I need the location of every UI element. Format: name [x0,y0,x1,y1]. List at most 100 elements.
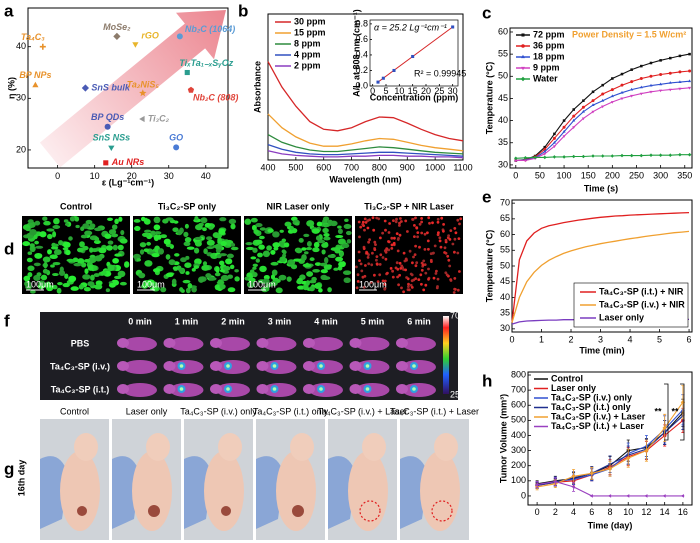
cell [387,248,391,252]
marker [104,123,111,130]
cell [427,277,430,281]
marker [644,494,648,498]
cell [139,249,145,255]
glove [40,456,68,529]
marker [669,56,672,60]
x-tick-label: 25 [434,86,444,96]
cell [198,276,205,283]
marker [552,155,557,159]
x-tick-label: 0 [535,507,540,517]
mouse-head [434,433,458,461]
legend-label: Ta₄C₃-SP (i.t.) + Laser [551,421,644,431]
y-tick-label: 20 [16,144,26,154]
cell [43,220,51,226]
y-tick-label: 50 [498,71,508,81]
cell [165,254,171,260]
cell [133,253,141,260]
cell [234,269,239,273]
cell [255,239,263,245]
x-tick-label: 500 [288,162,303,172]
point-label: BP QDs [91,112,124,122]
cell [34,252,43,259]
hot-spot-core [226,364,230,368]
cell [343,223,352,229]
cell [381,256,385,259]
marker [630,80,634,84]
cell [226,253,234,259]
cell [413,235,416,239]
y-tick-label: 0.6 [355,34,368,44]
cell [366,226,370,230]
cell [387,240,391,244]
point-label: Ti₃C₂ [148,113,170,123]
marker [601,98,605,102]
panel-letter: d [4,239,14,258]
mouse [262,360,297,374]
cell [337,238,346,245]
y-tick-label: 65 [500,213,510,223]
cell [428,221,431,225]
cell [398,233,402,237]
cell [413,253,417,256]
y-tick-label: 35 [498,137,508,147]
cell [138,272,146,279]
cell [411,218,415,221]
cell [77,247,84,253]
cell [393,236,396,240]
marker [630,68,633,71]
plot-frame [267,13,464,161]
cell [365,251,369,255]
legend-label: Laser only [551,383,596,393]
cell [444,251,448,255]
cell [79,241,85,248]
cell [436,217,440,221]
cell [144,260,153,267]
cell [225,258,233,265]
cell [364,264,367,267]
cell [402,290,405,294]
marker [184,69,190,76]
cell [287,259,296,266]
cell [410,286,414,289]
series-line [537,481,683,497]
cell [362,247,366,251]
x-tick-label: 1100 [453,162,472,172]
cell [414,244,417,248]
cell [415,261,419,265]
series-line [511,230,690,323]
x-tick-label: 0 [513,170,518,180]
cell [206,246,215,250]
y-tick-label: 40 [16,41,26,51]
mouse-head [218,433,242,461]
cell [363,217,367,221]
cell [228,218,237,225]
legend-label: Laser only [599,312,644,322]
cell [396,275,399,279]
cell [114,275,122,280]
x-tick-label: 700 [344,162,359,172]
significance-bracket [664,383,685,441]
marker [659,82,663,86]
y-tick-label: 40 [498,115,508,125]
cell [427,247,430,251]
legend-label: 2 ppm [294,60,321,70]
cell [80,226,85,232]
marker [610,154,615,158]
cell [284,221,292,227]
cell [330,247,339,251]
legend-label: 8 ppm [294,38,321,48]
cell [180,257,187,263]
cell [172,227,179,233]
marker [571,154,576,159]
cell [303,251,309,255]
cell [90,274,95,281]
cell [388,222,391,225]
mouse-body [348,451,388,531]
marker [581,105,585,109]
marker [620,83,624,87]
cell [305,247,313,251]
glove [328,456,356,529]
cell [66,258,75,262]
